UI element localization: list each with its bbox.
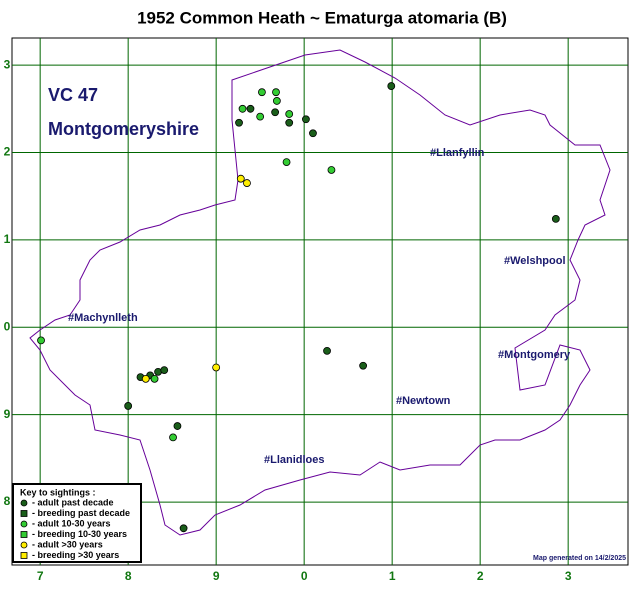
- sighting-point: [169, 433, 177, 442]
- county-boundary: [29, 49, 611, 536]
- legend-marker: [20, 552, 28, 559]
- legend-marker: [20, 510, 28, 517]
- footer: Map generated on 14/2/2025: [533, 555, 626, 562]
- sighting-point: [285, 118, 294, 127]
- map-frame: [11, 37, 629, 566]
- points: [37, 82, 560, 533]
- sighting-point: [37, 336, 45, 345]
- sighting-point: [359, 361, 368, 370]
- sighting-point: [327, 166, 336, 174]
- legend-title: Key to sightings :: [20, 487, 96, 497]
- sighting-point: [285, 110, 294, 118]
- legend-label: - breeding >30 years: [32, 550, 119, 560]
- sighting-point: [141, 374, 150, 383]
- sighting-point: [173, 422, 182, 430]
- sighting-point: [256, 112, 265, 121]
- x-tick-label: 7: [37, 569, 44, 583]
- legend-marker: [20, 520, 28, 528]
- legend-label: - adult 10-30 years: [32, 518, 111, 528]
- town-label: #Montgomery: [498, 349, 571, 361]
- sighting-point: [551, 215, 560, 223]
- legend-marker: [20, 499, 28, 507]
- sighting-point: [282, 158, 291, 167]
- y-tick-label: 2: [4, 145, 11, 159]
- sighting-point: [150, 374, 159, 383]
- y-tick-label: 8: [4, 494, 11, 508]
- sighting-point: [179, 524, 188, 533]
- y-tick-label: 1: [4, 232, 11, 246]
- x-tick-label: 3: [565, 569, 572, 583]
- sighting-point: [387, 82, 396, 90]
- sighting-point: [124, 402, 133, 410]
- town-label: #Welshpool: [504, 255, 566, 267]
- sighting-point: [243, 179, 251, 187]
- x-tick-label: 9: [213, 569, 220, 583]
- x-tick-label: 1: [389, 569, 396, 583]
- legend-marker: [20, 531, 28, 538]
- x-tick-label: 0: [301, 569, 308, 583]
- legend-label: - breeding 10-30 years: [32, 529, 127, 539]
- legend-box: [12, 483, 142, 563]
- y-tick-label: 0: [4, 319, 11, 333]
- sighting-point: [258, 88, 266, 97]
- legend-label: - adult past decade: [32, 497, 114, 507]
- sighting-point: [236, 174, 245, 183]
- sighting-point: [302, 115, 310, 124]
- y-tick-label: 3: [4, 57, 11, 71]
- town-label: #Machynlleth: [68, 312, 138, 324]
- legend-marker: [20, 541, 28, 549]
- sighting-point: [272, 97, 281, 105]
- sighting-point: [160, 366, 169, 375]
- map-title: 1952 Common Heath ~ Ematurga atomaria (B…: [137, 8, 507, 27]
- y-tick-label: 9: [4, 407, 11, 421]
- region-name: Montgomeryshire: [48, 119, 199, 139]
- sighting-point: [272, 88, 280, 97]
- town-label: #Newtown: [396, 395, 451, 407]
- x-tick-label: 2: [477, 569, 484, 583]
- sighting-point: [309, 129, 317, 138]
- town-label: #Llanidloes: [264, 454, 325, 466]
- sighting-point: [235, 118, 243, 127]
- sighting-point: [238, 104, 247, 113]
- legend: - adult past decade- breeding past decad…: [20, 497, 130, 560]
- sighting-point: [212, 363, 221, 372]
- sighting-point: [323, 346, 331, 355]
- x-tick-label: 8: [125, 569, 132, 583]
- sighting-point: [246, 104, 255, 113]
- legend-label: - adult >30 years: [32, 539, 103, 549]
- town-label: #Llanfyllin: [430, 147, 485, 159]
- legend-label: - breeding past decade: [32, 508, 130, 518]
- sighting-point: [271, 108, 280, 117]
- region-code: VC 47: [48, 85, 98, 105]
